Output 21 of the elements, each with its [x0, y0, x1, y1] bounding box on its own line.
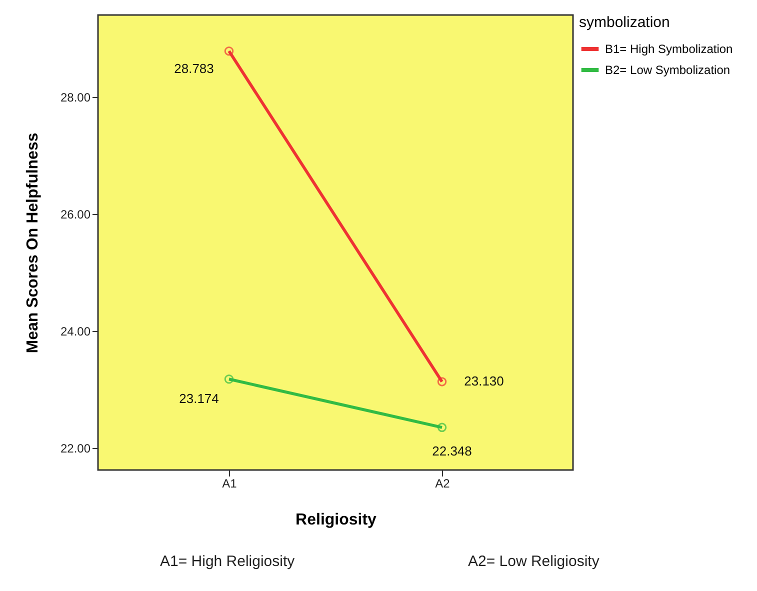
- y-tick-label: 24.00: [60, 324, 91, 338]
- legend-label: B2= Low Symbolization: [605, 63, 730, 77]
- data-label: 23.174: [179, 391, 219, 406]
- y-axis-title: Mean Scores On Helpfulness: [24, 132, 42, 354]
- point: [437, 377, 447, 386]
- x-tick-label: A2: [435, 476, 450, 490]
- data-label: 23.130: [464, 374, 504, 389]
- point: [224, 46, 234, 56]
- x-tick-label: A1: [222, 476, 238, 490]
- y-tick-label: 22.00: [60, 441, 91, 456]
- y-tick-label: 26.00: [60, 207, 91, 222]
- data-label: 22.348: [432, 443, 472, 458]
- point: [224, 374, 234, 384]
- data-label: 28.783: [174, 61, 214, 76]
- legend-title: symbolization: [579, 14, 670, 31]
- text: A1= High Religiosity: [160, 553, 295, 570]
- point: [437, 422, 447, 432]
- x-axis-title: Religiosity: [296, 512, 377, 528]
- legend-label: B1= High Symbolization: [605, 42, 733, 56]
- text: A2= Low Religiosity: [468, 553, 600, 570]
- y-tick-label: 28.00: [60, 90, 91, 104]
